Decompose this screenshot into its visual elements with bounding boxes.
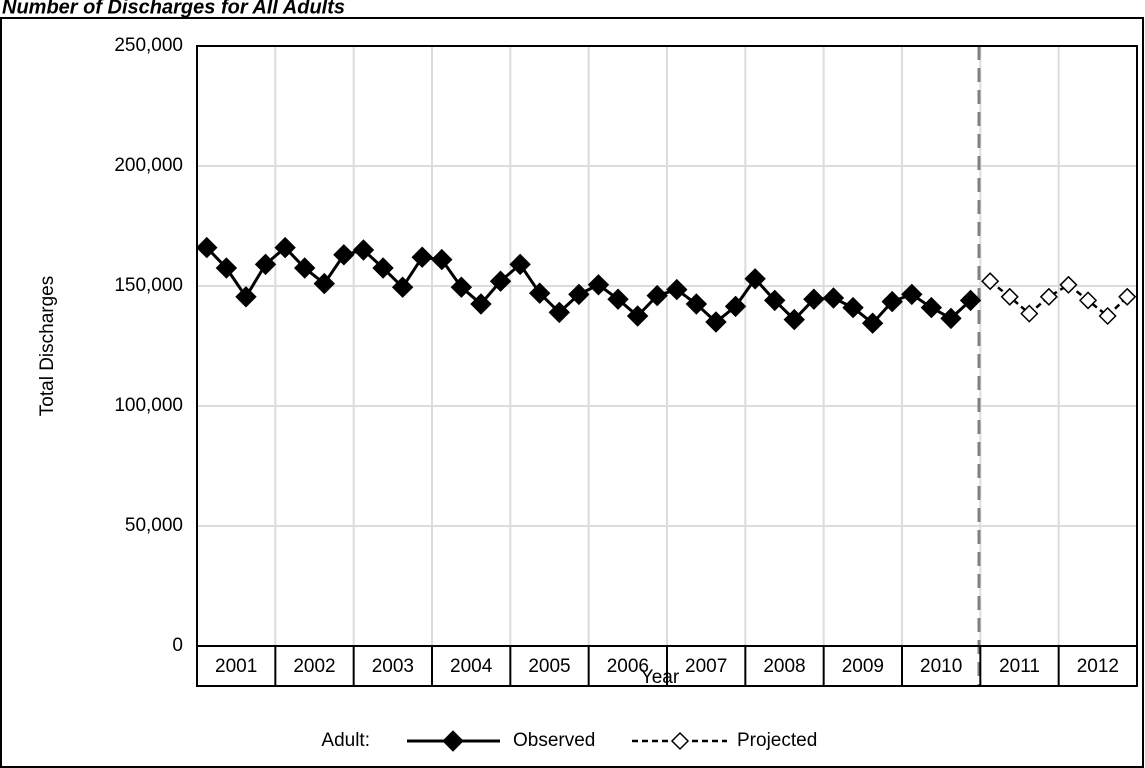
diamond-marker [901, 283, 923, 306]
y-tick-label: 50,000 [125, 515, 183, 536]
open-diamond-marker [1078, 291, 1098, 310]
open-diamond-marker [1000, 287, 1019, 306]
diamond-marker [940, 307, 962, 330]
diamond-marker [450, 276, 473, 298]
open-diamond-marker [1020, 304, 1039, 323]
diamond-marker [587, 274, 610, 296]
diamond-marker [881, 290, 903, 313]
diamond-marker [705, 311, 727, 333]
diamond-marker [626, 305, 649, 327]
open-diamond-marker [1098, 306, 1117, 326]
diamond-marker [411, 246, 433, 268]
open-diamond-marker [1118, 287, 1137, 306]
diamond-marker [313, 272, 335, 295]
x-tick-label: 2008 [763, 656, 805, 677]
diamond-marker [803, 288, 825, 310]
diamond-marker [548, 301, 570, 324]
x-tick-label: 2009 [842, 656, 884, 677]
y-tick-label: 200,000 [114, 155, 183, 176]
x-tick-label: 2011 [999, 656, 1040, 677]
diamond-marker [372, 257, 394, 279]
x-tick-label: 2002 [293, 656, 335, 677]
diamond-marker [529, 282, 551, 304]
diamond-marker [215, 257, 238, 279]
diamond-marker [235, 286, 257, 308]
x-tick-label: 2010 [920, 656, 962, 677]
diamond-marker [842, 296, 864, 319]
diamond-marker [489, 270, 512, 292]
y-tick-label: 250,000 [114, 35, 183, 56]
x-tick-label: 2001 [215, 656, 257, 677]
diamond-marker [783, 308, 805, 331]
diamond-marker [196, 236, 218, 259]
diamond-marker [442, 730, 464, 752]
diamond-marker [959, 289, 982, 312]
diamond-marker [764, 289, 786, 312]
x-tick-label: 2005 [528, 656, 570, 677]
x-axis-label: Year [641, 667, 680, 688]
y-tick-label: 150,000 [114, 275, 183, 296]
diamond-marker [744, 268, 766, 290]
diamond-marker [666, 278, 688, 301]
x-tick-label: 2007 [685, 656, 727, 677]
diamond-marker [333, 244, 355, 266]
legend-label: Observed [513, 730, 595, 751]
diamond-marker [607, 288, 629, 310]
diamond-marker [568, 283, 590, 306]
diamond-marker [274, 236, 296, 259]
y-tick-label: 100,000 [114, 395, 183, 416]
marks [196, 236, 1137, 334]
open-diamond-marker [670, 731, 690, 751]
diamond-marker [391, 276, 414, 298]
x-tick-label: 2006 [607, 656, 649, 677]
grid [197, 45, 1137, 647]
diamond-marker [724, 295, 747, 318]
x-tick-label: 2003 [372, 656, 414, 677]
diamond-marker [431, 248, 453, 271]
diamond-marker [646, 284, 668, 307]
x-tick-label: 2012 [1077, 656, 1119, 677]
chart-title: Number of Discharges for All Adults [2, 0, 345, 18]
diamond-marker [685, 293, 708, 315]
y-tick-label: 0 [172, 635, 183, 656]
open-diamond-marker [981, 272, 1000, 291]
open-diamond-marker [1059, 275, 1078, 294]
diamond-marker [470, 293, 492, 315]
diamond-marker [861, 312, 884, 334]
series-line [205, 245, 972, 326]
open-diamond-marker [1039, 287, 1058, 306]
legend-label: Projected [737, 730, 817, 751]
diamond-marker [920, 296, 943, 319]
diamond-marker [254, 253, 277, 276]
diamond-marker [509, 253, 531, 276]
y-axis-label: Total Discharges [37, 276, 58, 416]
diamond-marker [822, 287, 845, 309]
legend-title: Adult: [321, 730, 370, 751]
legend: Observed Projected [407, 730, 817, 752]
diamond-marker [352, 239, 375, 261]
diamond-marker [294, 257, 316, 279]
x-tick-label: 2004 [450, 656, 493, 677]
frame [0, 17, 1144, 768]
